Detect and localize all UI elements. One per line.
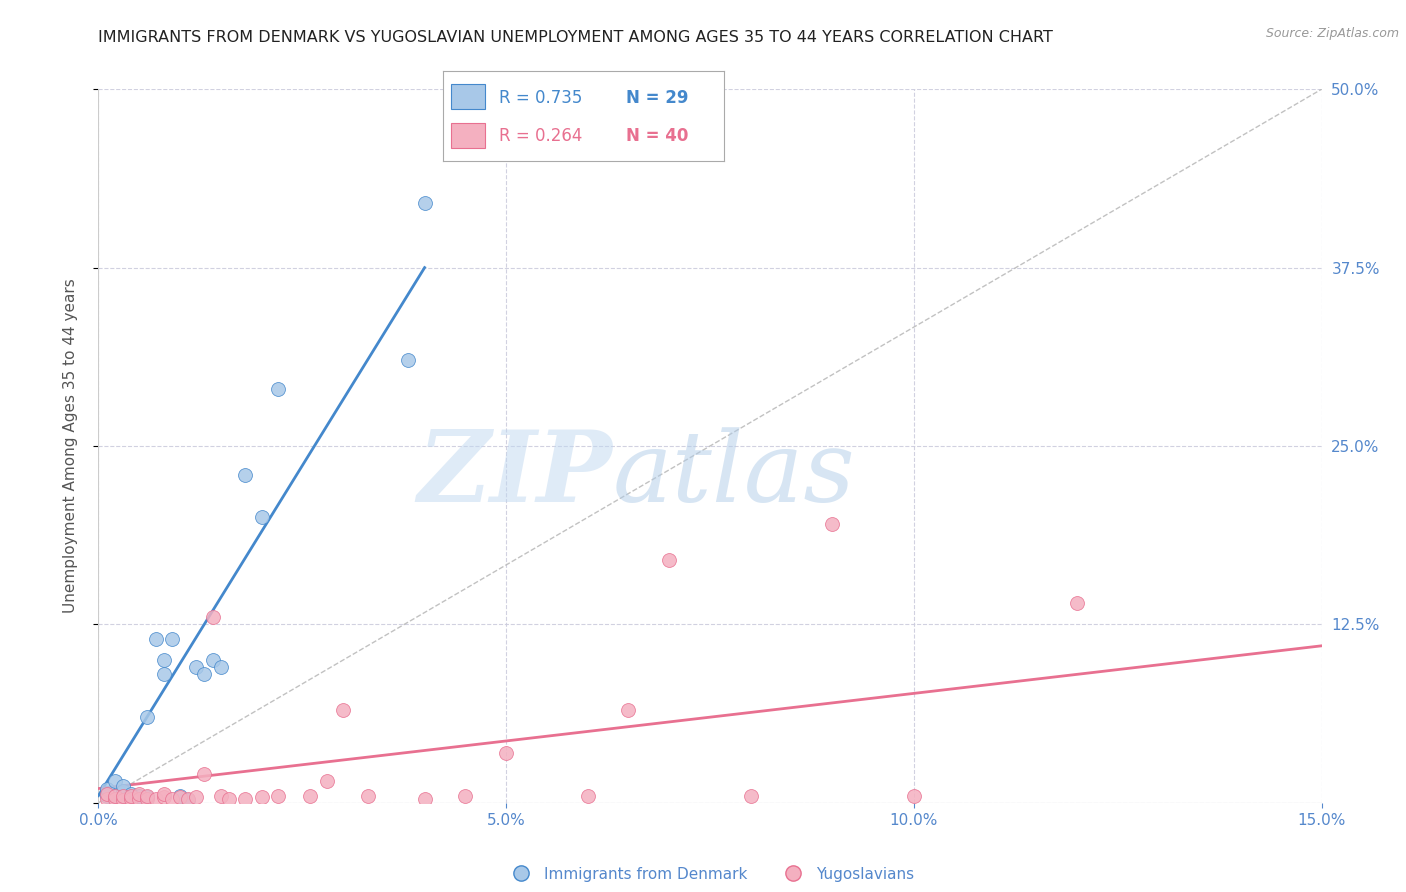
Point [332, 703, 354, 717]
Point [160, 791, 183, 805]
FancyBboxPatch shape [451, 84, 485, 109]
Point [413, 791, 436, 805]
Text: R = 0.264: R = 0.264 [499, 128, 582, 145]
Point [128, 789, 150, 803]
Point [111, 790, 134, 805]
Point [128, 791, 150, 805]
Point [821, 517, 844, 532]
Point [617, 703, 640, 717]
Point [136, 790, 159, 805]
Point [193, 667, 215, 681]
Point [177, 793, 200, 807]
FancyBboxPatch shape [451, 123, 485, 148]
Point [201, 610, 224, 624]
Point [145, 791, 167, 805]
Point [454, 789, 477, 803]
Point [104, 793, 127, 807]
Point [152, 790, 174, 805]
Point [267, 382, 290, 396]
Point [299, 789, 322, 803]
Text: IMMIGRANTS FROM DENMARK VS YUGOSLAVIAN UNEMPLOYMENT AMONG AGES 35 TO 44 YEARS CO: IMMIGRANTS FROM DENMARK VS YUGOSLAVIAN U… [98, 29, 1053, 45]
Point [120, 787, 142, 801]
Point [396, 353, 419, 368]
Text: N = 40: N = 40 [626, 128, 688, 145]
Point [104, 774, 127, 789]
Point [120, 791, 142, 805]
Point [111, 789, 134, 803]
Point [1066, 596, 1088, 610]
Point [152, 787, 174, 801]
Point [152, 667, 174, 681]
Point [136, 789, 159, 803]
Point [96, 787, 118, 801]
Point [315, 774, 337, 789]
Point [356, 789, 378, 803]
Text: R = 0.735: R = 0.735 [499, 89, 582, 107]
Point [111, 793, 134, 807]
Point [250, 790, 273, 805]
Point [111, 779, 134, 793]
Point [201, 653, 224, 667]
Point [218, 791, 240, 805]
Point [111, 784, 134, 798]
Point [120, 791, 142, 805]
Point [233, 791, 256, 805]
Point [193, 767, 215, 781]
Point [136, 710, 159, 724]
Point [104, 789, 127, 803]
Point [111, 793, 134, 807]
Text: atlas: atlas [612, 427, 855, 522]
Point [658, 553, 681, 567]
Text: N = 29: N = 29 [626, 89, 688, 107]
Text: ZIP: ZIP [418, 426, 612, 523]
Point [576, 789, 599, 803]
Point [209, 660, 232, 674]
Text: Source: ZipAtlas.com: Source: ZipAtlas.com [1265, 27, 1399, 40]
Point [104, 789, 127, 803]
Point [145, 632, 167, 646]
Point [186, 790, 208, 805]
Point [169, 789, 191, 803]
Point [267, 789, 290, 803]
Point [177, 791, 200, 805]
Point [740, 789, 762, 803]
Point [96, 791, 118, 805]
Point [160, 632, 183, 646]
Point [903, 789, 925, 803]
Point [136, 791, 159, 805]
Point [495, 746, 517, 760]
Point [413, 196, 436, 211]
Point [128, 787, 150, 801]
Point [152, 653, 174, 667]
Point [169, 790, 191, 805]
Point [96, 781, 118, 796]
Point [104, 791, 127, 805]
Point [209, 789, 232, 803]
Point [120, 789, 142, 803]
Point [186, 660, 208, 674]
Point [233, 467, 256, 482]
Point [250, 510, 273, 524]
Legend: Immigrants from Denmark, Yugoslavians: Immigrants from Denmark, Yugoslavians [499, 861, 921, 888]
Point [96, 789, 118, 803]
Y-axis label: Unemployment Among Ages 35 to 44 years: Unemployment Among Ages 35 to 44 years [63, 278, 77, 614]
